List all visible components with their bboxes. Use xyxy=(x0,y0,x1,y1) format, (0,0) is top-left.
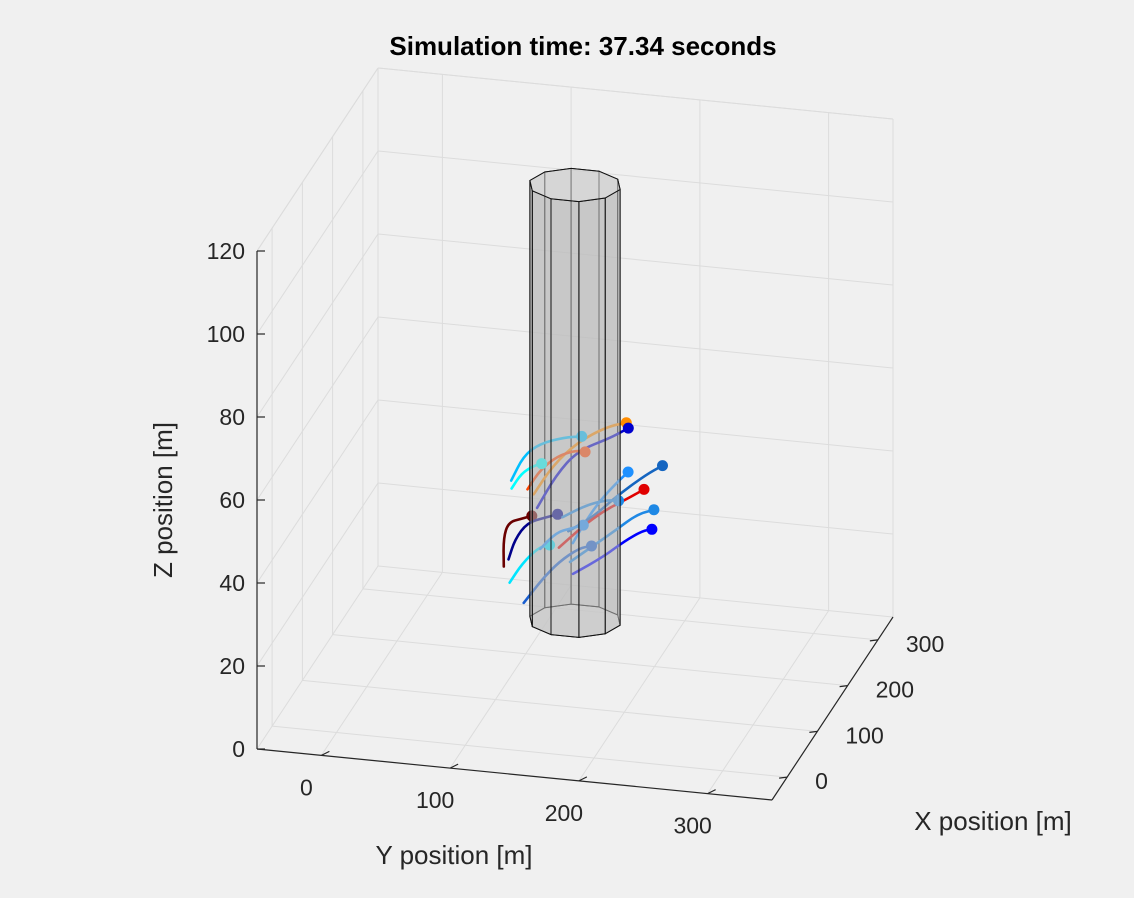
x-tick-mark xyxy=(839,685,848,688)
floor-grid-x xyxy=(272,725,788,778)
trajectory-line xyxy=(502,514,534,568)
tick-labels: 0 20 40 60 80 100 120 0 100 200 300 0 100 200 300 xyxy=(207,238,945,839)
y-tick-mark xyxy=(321,750,330,756)
z-tick-label: 0 xyxy=(232,736,245,762)
left-wall-grid-z xyxy=(256,233,379,418)
z-tick-label: 20 xyxy=(219,653,245,679)
cylinder-front xyxy=(529,167,621,638)
back-wall-grid-z xyxy=(377,150,894,203)
y-tick-mark xyxy=(707,789,716,795)
trajectory-end-marker xyxy=(646,523,658,535)
x-tick-label: 300 xyxy=(906,631,944,657)
left-wall-grid-z xyxy=(256,399,379,584)
cylinder-side-face xyxy=(529,180,533,627)
x-tick-mark xyxy=(779,776,788,779)
floor-grid-y xyxy=(707,610,830,794)
floor-grid-x xyxy=(302,679,818,732)
back-wall-grid-z xyxy=(377,399,894,452)
x-tick-mark xyxy=(809,730,818,733)
cylinder-side-face xyxy=(531,190,552,636)
cylinder-side-face xyxy=(550,198,580,638)
floor-grid-y xyxy=(578,597,701,782)
x-tick-label: 200 xyxy=(876,677,914,703)
y-tick-label: 100 xyxy=(416,787,454,813)
x-tick-mark xyxy=(869,639,878,642)
trajectory-end-marker xyxy=(648,504,660,516)
chart-title: Simulation time: 37.34 seconds xyxy=(389,31,776,61)
box-edge xyxy=(377,67,894,120)
x-tick-label: 0 xyxy=(815,768,828,794)
floor-grid-y xyxy=(320,572,443,756)
axis-lines xyxy=(256,250,894,801)
y-axis-label: Y position [m] xyxy=(375,840,532,870)
trajectory-end-marker xyxy=(622,466,634,478)
left-wall-grid-z xyxy=(256,482,379,667)
z-tick-label: 120 xyxy=(207,238,245,264)
z-tick-label: 100 xyxy=(207,321,245,347)
trajectory-end-marker xyxy=(622,422,634,434)
left-wall-grid-z xyxy=(256,316,379,501)
y-tick-mark xyxy=(449,763,459,769)
z-tick-label: 60 xyxy=(219,487,245,513)
trajectory-end-marker xyxy=(657,460,668,472)
z-tick-label: 40 xyxy=(219,570,245,596)
x-axis-line xyxy=(771,616,894,801)
left-wall-grid-z xyxy=(256,150,379,335)
cylinder-side-face xyxy=(604,188,621,635)
x-tick-label: 100 xyxy=(845,722,883,748)
back-wall-grid-z xyxy=(377,565,894,618)
back-wall-grid-z xyxy=(377,482,894,535)
trajectory-end-marker xyxy=(638,483,650,495)
x-axis-label: X position [m] xyxy=(914,806,1072,836)
y-tick-label: 0 xyxy=(300,774,313,800)
cylinder-top-cap xyxy=(529,167,621,203)
left-wall-grid-z xyxy=(256,565,379,750)
cylinder-side-face xyxy=(578,197,606,638)
y-tick-label: 300 xyxy=(673,813,711,839)
z-tick-label: 80 xyxy=(219,404,245,430)
back-wall-grid-z xyxy=(377,316,894,369)
z-axis-label: Z position [m] xyxy=(148,422,178,578)
y-tick-mark xyxy=(578,776,588,782)
back-wall-grid-z xyxy=(377,233,894,286)
y-axis-line xyxy=(256,748,773,801)
y-tick-label: 200 xyxy=(545,800,583,826)
floor-grid-x xyxy=(332,634,848,687)
grid-lines xyxy=(256,67,894,794)
box-edge xyxy=(256,67,379,252)
